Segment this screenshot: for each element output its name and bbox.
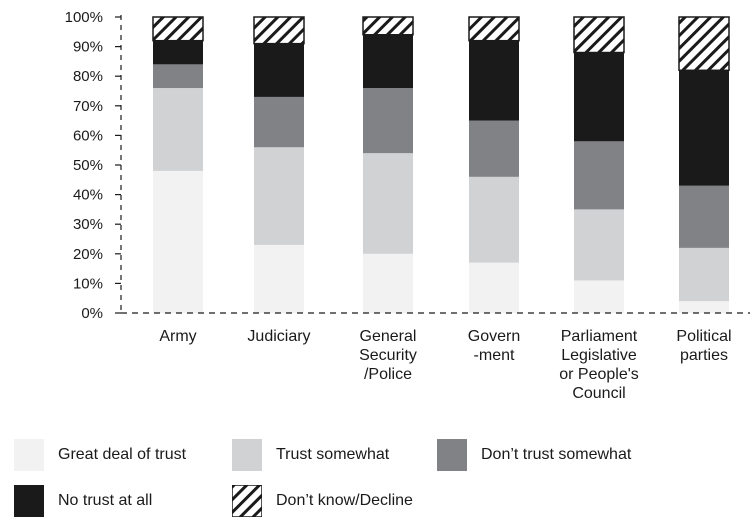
bar-segment [679,185,729,248]
bar-segment [363,34,413,89]
legend-swatch [14,439,44,471]
bar-segment [153,40,203,65]
bar-segment [574,52,624,142]
y-tick-label: 10% [73,275,103,292]
y-tick-label: 90% [73,39,103,56]
legend-label: No trust at all [58,492,153,509]
legend-label: Great deal of trust [58,446,187,463]
y-axis: 0% 10% 20% 30% 40% 50% 60% 70% 80% 90% 100% [65,9,122,322]
bar-segment [254,43,304,97]
x-tick-label: General Security/Police [359,328,417,383]
legend-swatch-hatched [232,485,262,517]
legend-swatch [437,439,467,471]
legend-item-dont-trust-somewhat: Don’t trust somewhat [437,438,631,472]
bar-segment [253,16,305,45]
y-tick-label: 30% [73,216,103,233]
legend-item-dont-know: Don’t know/Decline [232,484,413,518]
bar-segment [679,247,729,302]
legend-label: Trust somewhat [276,446,390,463]
bar-segment [574,209,624,281]
bar-segment [254,147,304,245]
bars-group [121,16,750,314]
bar-segment [153,88,203,171]
bar-segment [363,88,413,154]
y-tick-label: 20% [73,246,103,263]
y-tick-label: 40% [73,187,103,204]
bar-segment [469,262,519,313]
legend-label: Don’t trust somewhat [481,446,632,463]
y-tick-label: 50% [73,157,103,174]
x-tick-label: Judiciary [247,328,310,345]
bar-segment [469,120,519,177]
x-tick-label: Parliament Legislative or People's Council [559,328,639,402]
y-tick-label: 70% [73,98,103,115]
bar-segment [363,253,413,313]
bar-segment [468,16,520,42]
x-tick-label: Army [159,328,196,345]
y-tick-label: 100% [65,9,103,26]
legend-item-trust-somewhat: Trust somewhat [232,438,389,472]
bar-segment [152,16,204,42]
bar-segment [574,141,624,210]
y-tick-label: 60% [73,127,103,144]
legend-swatch [232,439,262,471]
bar-segment [469,40,519,121]
x-tick-label: Political parties [676,328,731,364]
legend-label: Don’t know/Decline [276,492,413,509]
bar-segment [153,170,203,313]
legend-swatch [14,485,44,517]
legend-item-great-deal: Great deal of trust [14,438,186,472]
bar-segment [254,96,304,148]
bar-segment [362,16,414,36]
bar-segment [363,153,413,254]
y-tick-label: 80% [73,68,103,85]
bar-segment [153,64,203,89]
x-axis-labels: Army Judiciary General Security/Police Gover… [159,328,731,402]
y-tick-label: 0% [81,305,103,322]
bar-segment [679,70,729,186]
bar-segment [254,244,304,313]
stacked-bar-chart: 0% 10% 20% 30% 40% 50% 60% 70% 80% 90% 100% Army Ju… [65,9,750,402]
bar-segment [679,301,729,313]
bar-segment [678,16,730,72]
legend-item-no-trust: No trust at all [14,484,152,518]
x-tick-label: Govern -ment [468,328,520,364]
bar-segment [573,16,625,54]
bar-segment [469,176,519,263]
bar-segment [574,280,624,313]
